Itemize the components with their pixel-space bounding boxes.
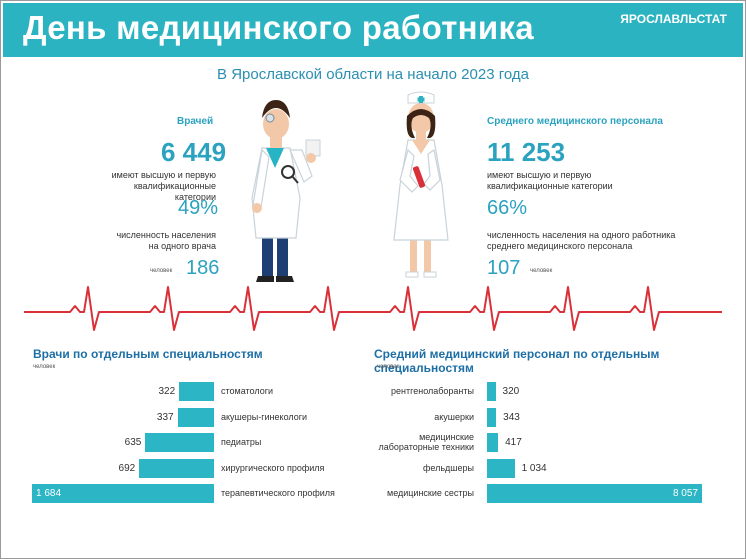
category-label: хирургического профиля <box>221 462 325 473</box>
nurses-qual-pct: 66% <box>487 197 528 219</box>
bar <box>487 433 499 452</box>
bar <box>487 458 515 478</box>
category-label: терапевтического профиля <box>221 488 335 498</box>
nurses-pop-unit: человек <box>530 268 553 274</box>
doctors-qual-label-line1: имеют высшую и первую <box>111 170 216 180</box>
nurses-qual-label-line1: имеют высшую и первую <box>487 170 592 180</box>
category-label: педиатры <box>221 437 262 447</box>
category-label: медицинские сестры <box>354 484 474 503</box>
doctors-qual-label: имеют высшую и первую квалификационные к… <box>110 170 216 203</box>
bar <box>179 382 214 401</box>
bar <box>139 458 214 478</box>
doctors-pop-label-line2: на одного врача <box>148 241 216 251</box>
header-bar: День медицинского работника ЯРОСЛАВЛЬСТА… <box>3 3 743 57</box>
heartbeat-line <box>24 286 722 331</box>
nurse-illustration <box>393 91 449 278</box>
bar-value: 8 057 <box>672 488 698 499</box>
nurses-pop-label-line2: среднего медицинского персонала <box>487 241 633 251</box>
doctors-pop-unit: человек <box>150 268 173 274</box>
nurses-pop-label-line1: численность населения на одного работник… <box>487 230 676 240</box>
bar <box>145 433 214 452</box>
doctors-chart-title: Врачи по отдельным специальностям <box>33 347 263 361</box>
category-label: медицинские лабораторные техники <box>354 432 475 452</box>
category-label-line: фельдшеры <box>422 462 474 473</box>
doctors-pop-label: численность населения на одного врача <box>110 230 216 252</box>
page-title: День медицинского работника <box>23 9 534 46</box>
category-label-line: медицинские <box>419 432 474 442</box>
nurses-qual-label: имеют высшую и первую квалификационные к… <box>487 170 613 192</box>
doctor-illustration <box>251 100 321 282</box>
bar <box>32 484 214 503</box>
nurses-count: 11 253 <box>487 137 566 167</box>
doctors-qual-pct: 49% <box>178 197 219 219</box>
bar-value: 320 <box>502 386 520 397</box>
category-label: акушерки <box>354 408 474 427</box>
bar-value: 635 <box>124 437 142 448</box>
subtitle: В Ярославской области на начало 2023 год… <box>217 66 529 83</box>
nurses-chart-title: Средний медицинский персонал по отдельны… <box>374 347 660 375</box>
category-label: фельдшеры <box>354 459 474 478</box>
doctors-heading: Врачей <box>177 116 214 127</box>
doctors-count: 6 449 <box>161 137 227 167</box>
doctors-chart-unit: человек <box>33 364 56 370</box>
bar <box>487 407 497 427</box>
nurses-pop-label: численность населения на одного работник… <box>487 230 675 252</box>
bar-value: 322 <box>158 386 176 397</box>
bar <box>177 407 214 427</box>
category-label: акушеры-гинекологи <box>221 411 308 422</box>
category-label-line: рентгенолаборанты <box>391 386 474 396</box>
nurses-pop-value: 107 <box>487 257 521 279</box>
bar-value: 1 684 <box>36 488 62 499</box>
category-label-line: медицинские сестры <box>387 488 474 498</box>
bar <box>487 382 496 401</box>
bar-value: 1 034 <box>521 462 547 474</box>
nurses-chart-unit: человек <box>377 364 400 370</box>
bar-value: 417 <box>505 437 522 448</box>
doctors-qual-label-line2: квалификационные категории <box>133 181 216 202</box>
bar-value: 343 <box>503 411 520 423</box>
category-label-line: акушерки <box>434 411 474 422</box>
bar-value: 692 <box>118 462 136 474</box>
brand-logo: ЯРОСЛАВЛЬСТАТ <box>620 12 727 26</box>
category-label-line: лабораторные техники <box>378 441 475 452</box>
doctors-pop-value: 186 <box>186 257 220 279</box>
category-label: стоматологи <box>221 386 274 396</box>
nurses-heading: Среднего медицинского персонала <box>487 116 663 127</box>
doctors-pop-label-line1: численность населения <box>116 230 216 240</box>
bar <box>487 484 702 503</box>
bar-value: 337 <box>156 411 174 423</box>
category-label: рентгенолаборанты <box>354 382 474 401</box>
nurses-qual-label-line2: квалификационные категории <box>487 181 613 191</box>
